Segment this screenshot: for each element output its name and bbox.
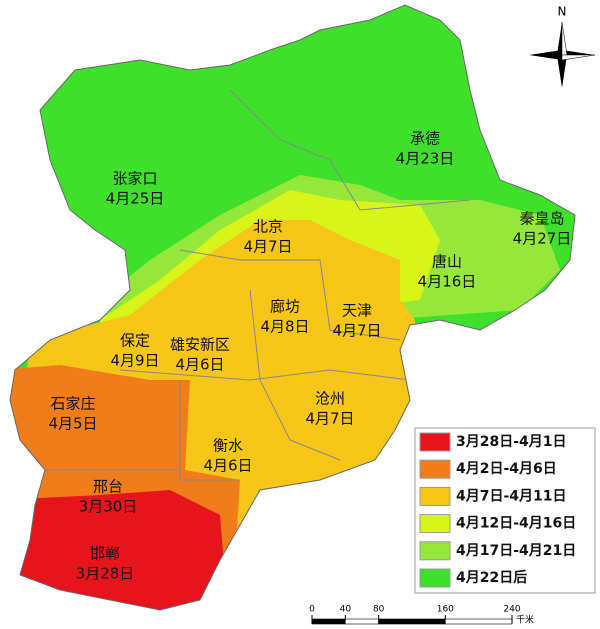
- scale-segment: [445, 618, 513, 625]
- city-name: 唐山: [432, 253, 462, 271]
- north-label: N: [558, 5, 567, 19]
- scale-segment: [311, 618, 346, 625]
- legend-label: 4月12日-4月16日: [456, 516, 576, 532]
- legend-box: [414, 427, 596, 594]
- city-name: 邢台: [93, 478, 123, 496]
- legend-swatch: [419, 568, 451, 588]
- city-name: 秦皇岛: [519, 210, 564, 228]
- city-date: 4月27日: [513, 230, 572, 248]
- city-name: 衡水: [213, 437, 243, 455]
- legend-swatch: [419, 486, 451, 506]
- legend-label: 4月7日-4月11日: [456, 488, 567, 504]
- legend-label: 4月2日-4月6日: [456, 461, 557, 477]
- scale-tick-label: 40: [340, 605, 352, 615]
- city-name: 承德: [410, 130, 440, 148]
- outline: [9, 4, 576, 611]
- scale-tick-label: 0: [309, 605, 315, 615]
- legend-swatch: [419, 514, 451, 534]
- city-date: 4月8日: [260, 318, 309, 336]
- city-name: 廊坊: [270, 298, 300, 316]
- city-date: 4月6日: [175, 356, 224, 374]
- city-date: 4月23日: [396, 150, 455, 168]
- boundaries: [40, 89, 471, 481]
- city-name: 邯郸: [90, 545, 120, 563]
- city-date: 4月9日: [110, 352, 159, 370]
- scale-unit: 千米: [516, 614, 534, 626]
- scale-tick-label: 240: [503, 605, 520, 615]
- legend-label: 4月17日-4月21日: [456, 543, 576, 559]
- scale-segment: [378, 618, 446, 625]
- city-date: 4月25日: [106, 190, 165, 208]
- scale-segment: [345, 618, 379, 625]
- city-name: 张家口: [112, 170, 157, 188]
- city-name: 石家庄: [50, 395, 95, 413]
- scale-tick-label: 80: [373, 605, 385, 615]
- city-date: 4月7日: [332, 322, 381, 340]
- legend-swatch: [419, 541, 451, 561]
- city-date: 4月5日: [48, 415, 97, 433]
- city-name: 雄安新区: [170, 336, 230, 354]
- city-name: 天津: [342, 302, 372, 320]
- city-date: 4月6日: [203, 457, 252, 475]
- legend-label: 3月28日-4月1日: [456, 434, 567, 450]
- city-date: 4月7日: [243, 238, 292, 256]
- city-date: 3月28日: [76, 565, 135, 583]
- city-date: 4月16日: [418, 273, 477, 291]
- city-date: 3月30日: [79, 498, 138, 516]
- north-arrow: N: [529, 5, 596, 88]
- city-date: 4月7日: [305, 410, 354, 428]
- city-name: 沧州: [315, 390, 345, 408]
- legend-swatch: [419, 459, 451, 479]
- city-name: 北京: [253, 218, 283, 236]
- legend-label: 4月22日后: [456, 569, 527, 586]
- city-name: 保定: [120, 332, 150, 350]
- legend-swatch: [419, 432, 451, 452]
- scale-tick-label: 160: [437, 605, 454, 615]
